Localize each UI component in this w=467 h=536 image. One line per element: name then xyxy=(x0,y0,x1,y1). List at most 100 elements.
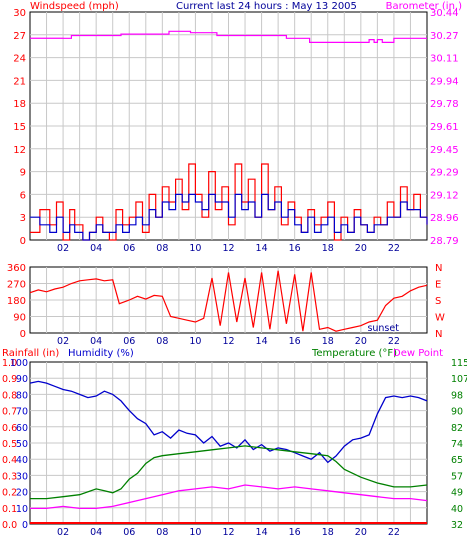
windspeed-tick-label: 12 xyxy=(13,145,26,156)
dewpoint-axis-label: Dew Point xyxy=(393,348,443,359)
x-tick-label: 12 xyxy=(222,336,234,347)
temperature-tick-label: 57 xyxy=(451,471,463,482)
rainfall-tick-label: 0.2 xyxy=(2,488,17,499)
humidity-tick-label: 60 xyxy=(16,423,28,434)
rainfall-tick-label: 0.3 xyxy=(2,471,17,482)
humidity-tick-label: 90 xyxy=(16,374,28,385)
temperature-tick-label: 82 xyxy=(451,423,463,434)
humidity-tick-label: 20 xyxy=(16,488,28,499)
temperature-tick-label: 74 xyxy=(451,439,463,450)
humidity-tick-label: 80 xyxy=(16,390,28,401)
x-tick-label: 12 xyxy=(222,527,234,536)
humidity-tick-label: 40 xyxy=(16,455,28,466)
direction-tick-label: 180 xyxy=(7,296,26,307)
temperature-axis-label: Temperature (°F) xyxy=(311,348,397,359)
compass-tick-label: N xyxy=(435,263,442,274)
x-tick-label: 12 xyxy=(222,243,234,254)
humidity-tick-label: 30 xyxy=(16,471,28,482)
barometer-tick-label: 29.61 xyxy=(430,122,459,133)
x-tick-label: 06 xyxy=(123,527,135,536)
chart-title: Current last 24 hours : May 13 2005 xyxy=(176,1,357,12)
barometer-tick-label: 30.27 xyxy=(430,31,459,42)
wind-direction-line xyxy=(29,270,428,332)
barometer-tick-label: 30.11 xyxy=(430,54,459,65)
x-tick-label: 16 xyxy=(289,527,301,536)
rainfall-axis-label: Rainfall (in) xyxy=(2,348,59,359)
rainfall-tick-label: 0.5 xyxy=(2,439,17,450)
x-tick-label: 08 xyxy=(156,243,168,254)
rainfall-tick-label: 0.8 xyxy=(2,390,17,401)
x-tick-label: 06 xyxy=(123,336,135,347)
temperature-tick-label: 65 xyxy=(451,455,463,466)
rainfall-tick-label: 0.9 xyxy=(2,374,17,385)
x-tick-label: 08 xyxy=(156,336,168,347)
x-tick-label: 02 xyxy=(57,336,69,347)
temperature-tick-label: 90 xyxy=(451,407,463,418)
windspeed-tick-label: 18 xyxy=(13,99,26,110)
x-tick-label: 22 xyxy=(388,243,400,254)
compass-tick-label: S xyxy=(435,296,441,307)
barometer-tick-label: 29.78 xyxy=(430,99,459,110)
rainfall-tick-label: 0.4 xyxy=(2,455,17,466)
x-tick-label: 22 xyxy=(388,336,400,347)
barometer-tick-label: 29.12 xyxy=(430,190,459,201)
rainfall-tick-label: 1.0 xyxy=(2,358,17,369)
x-tick-label: 22 xyxy=(388,527,400,536)
x-tick-label: 20 xyxy=(355,527,367,536)
windspeed-avg-line xyxy=(30,193,428,241)
x-tick-label: 04 xyxy=(90,243,102,254)
rainfall-tick-label: 0.0 xyxy=(2,520,17,531)
x-tick-label: 04 xyxy=(90,336,102,347)
barometer-tick-label: 29.29 xyxy=(430,168,459,179)
x-tick-label: 18 xyxy=(322,527,334,536)
x-tick-label: 10 xyxy=(189,336,201,347)
humidity-line xyxy=(29,380,428,464)
barometer-tick-label: 28.96 xyxy=(430,213,459,224)
windspeed-tick-label: 9 xyxy=(20,168,26,179)
x-tick-label: 14 xyxy=(256,336,268,347)
x-tick-label: 06 xyxy=(123,243,135,254)
x-tick-label: 10 xyxy=(189,243,201,254)
x-tick-label: 02 xyxy=(57,243,69,254)
rainfall-tick-label: 0.6 xyxy=(2,423,17,434)
temperature-tick-label: 32 xyxy=(451,520,463,531)
barometer-tick-label: 29.45 xyxy=(430,145,459,156)
x-tick-label: 04 xyxy=(90,527,102,536)
temperature-line xyxy=(30,445,428,500)
barometer-axis-label: Barometer (in.) xyxy=(386,1,462,12)
windspeed-tick-label: 21 xyxy=(13,76,26,87)
humidity-tick-label: 0 xyxy=(22,520,28,531)
humidity-tick-label: 50 xyxy=(16,439,28,450)
x-tick-label: 20 xyxy=(355,243,367,254)
windspeed-tick-label: 0 xyxy=(20,236,26,247)
humidity-tick-label: 70 xyxy=(16,407,28,418)
direction-tick-label: 270 xyxy=(7,280,26,291)
chart-panels: 0 3 6 9 12 15 18 21 24 27 30 28.79 28.96 29.12 29.29 29… xyxy=(2,8,467,536)
direction-tick-label: 90 xyxy=(13,313,26,324)
compass-tick-label: E xyxy=(435,280,441,291)
temperature-tick-label: 98 xyxy=(451,390,463,401)
barometer-line xyxy=(30,30,427,43)
x-tick-label: 20 xyxy=(355,336,367,347)
rainfall-tick-label: 0.7 xyxy=(2,407,17,418)
x-tick-label: 16 xyxy=(289,336,301,347)
windspeed-tick-label: 6 xyxy=(20,190,26,201)
x-tick-label: 10 xyxy=(189,527,201,536)
dewpoint-line xyxy=(30,484,428,510)
windspeed-tick-label: 24 xyxy=(13,54,26,65)
humidity-tick-label: 100 xyxy=(10,358,28,369)
humidity-axis-label: Humidity (%) xyxy=(68,348,134,359)
x-tick-label: 02 xyxy=(57,527,69,536)
barometer-tick-label: 29.94 xyxy=(430,76,459,87)
windspeed-tick-label: 3 xyxy=(20,213,26,224)
temperature-tick-label: 49 xyxy=(451,488,463,499)
temperature-tick-label: 107 xyxy=(451,374,467,385)
x-tick-label: 08 xyxy=(156,527,168,536)
temperature-tick-label: 40 xyxy=(451,504,463,515)
windspeed-axis-label: Windspeed (mph) xyxy=(30,1,119,12)
compass-tick-label: N xyxy=(435,329,442,340)
temperature-tick-label: 115 xyxy=(451,358,467,369)
barometer-tick-label: 28.79 xyxy=(430,236,459,247)
x-tick-label: 14 xyxy=(256,243,268,254)
